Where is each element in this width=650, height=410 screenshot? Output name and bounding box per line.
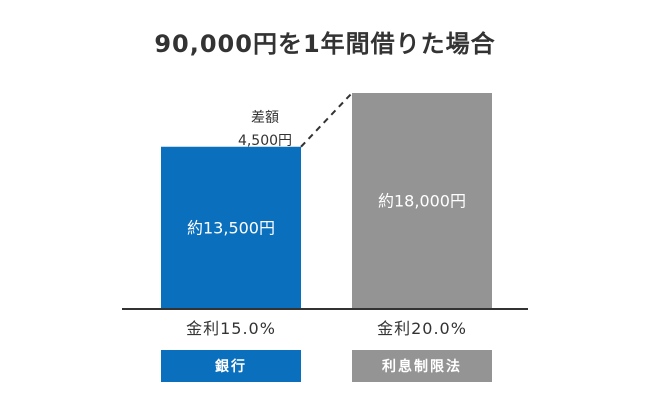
category-tag-legal-limit [352, 350, 492, 382]
difference-label-title: 差額 [251, 110, 279, 126]
difference-label-amount: 4,500円 [238, 133, 292, 149]
bar-legal-limit [352, 93, 492, 308]
bar-bank [161, 146, 301, 308]
category-label-bank: 銀行 [215, 358, 247, 375]
category-tag-bank [161, 350, 301, 382]
bar-value-label-legal-limit: 約18,000円 [378, 192, 466, 211]
bar-value-label-bank: 約13,500円 [187, 218, 275, 237]
chart-title: 90,000円を1年間借りた場合 [154, 30, 495, 58]
difference-dashed-line [300, 92, 353, 148]
interest-rate-label-legal-limit: 金利20.0% [377, 319, 467, 338]
labels-layer: 金利15.0% 銀行 金利20.0% 利息制限法 [161, 319, 492, 382]
category-label-legal-limit: 利息制限法 [382, 358, 462, 375]
interest-rate-label-bank: 金利15.0% [186, 319, 276, 338]
bars-layer: 約13,500円 約18,000円 [161, 93, 492, 308]
